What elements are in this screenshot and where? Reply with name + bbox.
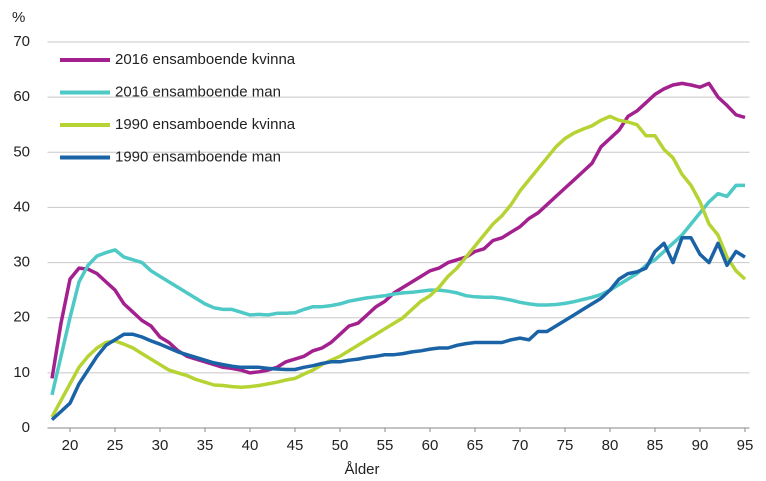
x-tick-label: 35 — [197, 437, 214, 454]
legend-label: 2016 ensamboende man — [115, 83, 281, 100]
y-tick-label: 50 — [13, 143, 30, 160]
x-tick-label: 70 — [512, 437, 529, 454]
x-tick-label: 30 — [152, 437, 169, 454]
y-tick-label: 40 — [13, 198, 30, 215]
x-tick-label: 90 — [692, 437, 709, 454]
series-line — [50, 183, 745, 396]
series-line — [50, 81, 746, 379]
x-tick-label: 60 — [422, 437, 439, 454]
series-line — [50, 114, 747, 418]
x-tick-label: 25 — [107, 437, 124, 454]
y-tick-label: 30 — [13, 254, 30, 271]
y-unit-label: % — [12, 9, 25, 26]
series-line — [50, 236, 746, 421]
x-axis-label: Ålder — [344, 461, 379, 478]
x-tick-label: 80 — [602, 437, 619, 454]
x-tick-label: 55 — [377, 437, 394, 454]
x-tick-label: 45 — [287, 437, 304, 454]
y-tick-label: 0 — [22, 419, 30, 436]
x-tick-label: 65 — [467, 437, 484, 454]
legend-label: 2016 ensamboende kvinna — [115, 51, 296, 68]
legend-label: 1990 ensamboende man — [115, 148, 281, 165]
x-tick-label: 75 — [557, 437, 574, 454]
x-tick-label: 95 — [737, 437, 754, 454]
y-tick-label: 70 — [13, 33, 30, 50]
legend-label: 1990 ensamboende kvinna — [115, 116, 296, 133]
y-tick-label: 20 — [13, 309, 30, 326]
x-tick-label: 40 — [242, 437, 259, 454]
y-tick-label: 10 — [13, 364, 30, 381]
y-tick-label: 60 — [13, 88, 30, 105]
x-tick-label: 85 — [647, 437, 664, 454]
x-tick-label: 50 — [332, 437, 349, 454]
x-tick-label: 20 — [62, 437, 79, 454]
